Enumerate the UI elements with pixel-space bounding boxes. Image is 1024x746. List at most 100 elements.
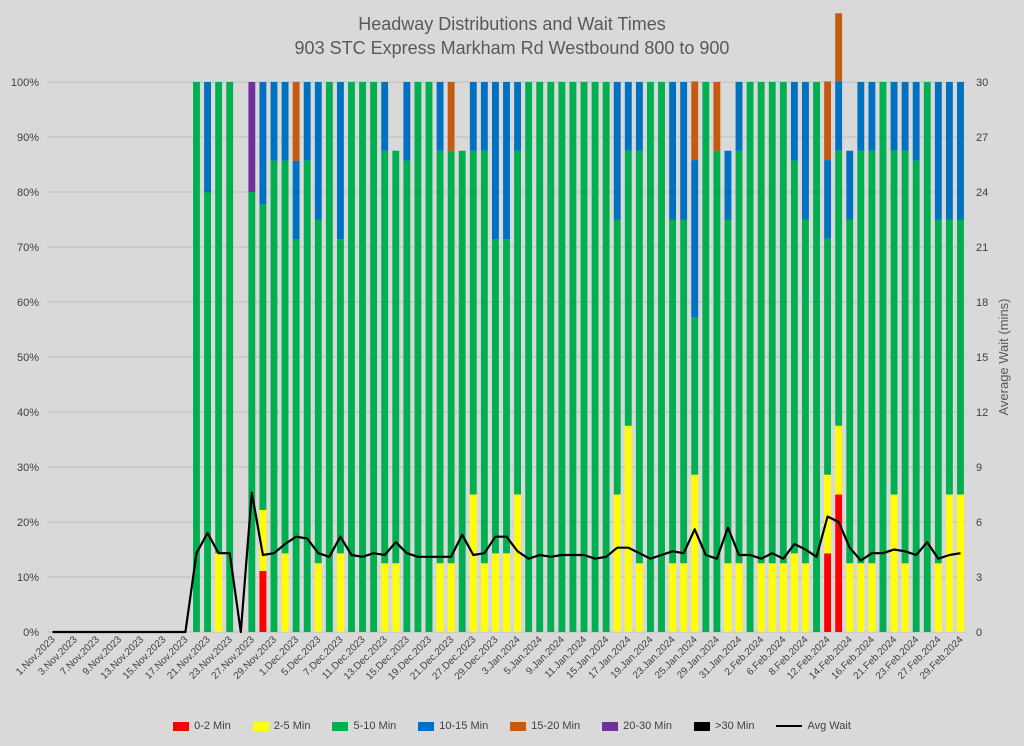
bar-segment	[547, 82, 555, 632]
bar-segment	[425, 82, 433, 632]
bar-segment	[779, 563, 787, 632]
legend-label: 0-2 Min	[194, 720, 231, 732]
bar-segment	[802, 563, 809, 632]
bar-segment	[824, 238, 832, 475]
bar-segment	[934, 563, 942, 632]
bar-segment	[447, 150, 455, 564]
bar-segment	[846, 150, 854, 220]
bar-segment	[624, 425, 632, 632]
bar-segment	[647, 82, 654, 632]
legend-item-5-10: 5-10 Min	[332, 720, 396, 732]
y-tick-label: 90%	[17, 132, 39, 144]
legend-label: >30 Min	[715, 720, 755, 732]
y-right-tick-label: 12	[976, 407, 988, 419]
legend-label: 2-5 Min	[273, 720, 311, 732]
bar-segment	[835, 425, 843, 495]
bar-segment	[713, 82, 721, 151]
y-right-tick-label: 21	[976, 242, 988, 254]
bar-segment	[259, 204, 267, 510]
bar-segment	[957, 494, 964, 632]
bar-segment	[503, 239, 510, 554]
bar-segment	[802, 82, 809, 220]
bar-segment	[757, 82, 765, 564]
bar-segment	[480, 150, 488, 564]
y-right-axis-title: Average Wait (mins)	[996, 298, 1011, 415]
bar-segment	[392, 563, 400, 632]
bar-segment	[779, 82, 787, 564]
y-tick-label: 10%	[17, 572, 39, 584]
bar-segment	[957, 82, 964, 220]
bar-segment	[602, 82, 610, 632]
y-tick-label: 50%	[17, 352, 39, 364]
bar-segment	[824, 553, 832, 632]
legend-item-0-2: 0-2 Min	[173, 720, 231, 732]
bar-segment	[735, 563, 743, 632]
chart-legend: 0-2 Min 2-5 Min 5-10 Min 10-15 Min 15-20…	[0, 720, 1024, 732]
legend-label: 20-30 Min	[623, 720, 673, 732]
y-right-tick-label: 6	[976, 517, 982, 529]
bar-segment	[680, 82, 688, 220]
bar-segment	[635, 150, 643, 564]
bar-segment	[392, 150, 400, 564]
bar-segment	[381, 150, 389, 564]
bar-segment	[292, 239, 300, 633]
bar-segment	[879, 82, 887, 632]
bar-segment	[204, 192, 211, 632]
bar-segment	[381, 82, 389, 151]
bar-segment	[536, 82, 544, 632]
bar-segment	[503, 553, 510, 632]
y-tick-label: 40%	[17, 407, 39, 419]
bar-segment	[336, 239, 344, 554]
bar-segment	[514, 494, 522, 632]
bar-segment	[248, 82, 256, 192]
bar-segment	[469, 82, 477, 151]
bar-segment	[336, 553, 344, 632]
bar-segment	[680, 563, 688, 632]
bar-segment	[890, 494, 898, 632]
bar-segment	[713, 150, 721, 632]
bar-segment	[790, 82, 798, 161]
bar-segment	[569, 82, 577, 632]
bar-segment	[857, 82, 865, 151]
avg-wait-line	[52, 491, 961, 634]
bar-segment	[525, 82, 533, 632]
bar-segment	[447, 82, 455, 151]
legend-swatch	[332, 721, 349, 731]
bar-segment	[270, 82, 278, 161]
bar-segment	[248, 192, 256, 632]
bar-segment	[802, 219, 809, 564]
bar-segment	[835, 82, 843, 151]
bar-segment	[691, 160, 699, 318]
bar-segment	[303, 160, 311, 632]
bar-segment	[669, 82, 677, 220]
bar-segment	[270, 160, 278, 632]
y-tick-label: 0%	[23, 627, 39, 639]
bar-segment	[669, 219, 677, 564]
bar-segment	[491, 239, 499, 554]
bar-segment	[204, 82, 211, 192]
bar-segment	[292, 160, 300, 240]
bar-segment	[824, 81, 832, 161]
bar-segment	[215, 553, 223, 632]
bar-segment	[691, 81, 699, 161]
bar-segment	[259, 82, 267, 205]
bar-segment	[846, 563, 854, 632]
bar-segment	[292, 82, 300, 161]
bar-segment	[835, 150, 843, 426]
bar-segment	[469, 150, 477, 495]
bar-segment	[857, 150, 865, 564]
bar-segment	[325, 82, 333, 632]
bar-segment	[790, 160, 798, 554]
y-tick-label: 20%	[17, 517, 39, 529]
y-right-tick-label: 30	[976, 77, 988, 89]
bar-segment	[868, 150, 876, 564]
bar-segment	[868, 563, 876, 632]
bar-segment	[480, 82, 488, 151]
legend-item-20-30: 20-30 Min	[602, 720, 672, 732]
bar-segment	[403, 82, 411, 161]
y-right-tick-label: 27	[976, 132, 988, 144]
bar-segment	[458, 150, 466, 632]
y-tick-label: 100%	[11, 77, 39, 89]
bar-segment	[436, 150, 444, 564]
